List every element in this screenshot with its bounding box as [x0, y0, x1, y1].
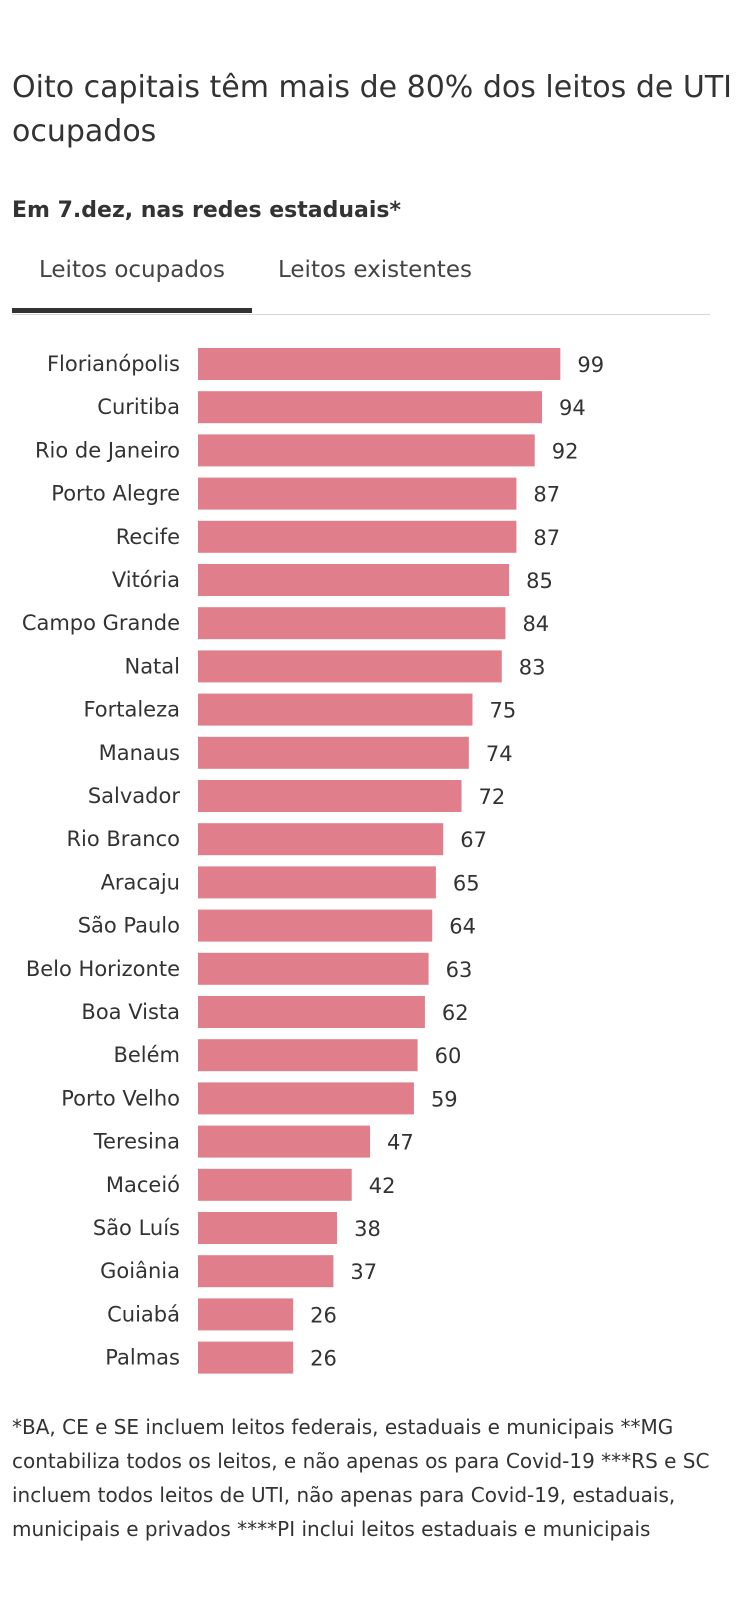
data-label: 37 [350, 1260, 377, 1284]
data-label: 87 [533, 483, 560, 507]
bar [198, 564, 510, 596]
category-label: Rio de Janeiro [35, 438, 180, 462]
bar [198, 1039, 418, 1072]
bar [198, 1212, 338, 1244]
bar [198, 1341, 294, 1374]
category-label: São Luís [93, 1216, 180, 1240]
category-label: Belém [113, 1043, 180, 1067]
data-label: 47 [387, 1131, 414, 1155]
bar [198, 693, 473, 726]
data-label: 92 [552, 439, 579, 463]
category-label: Vitória [112, 568, 180, 592]
bar [198, 1082, 414, 1115]
data-label: 85 [526, 569, 553, 593]
bar [198, 391, 543, 424]
data-label: 38 [354, 1217, 381, 1241]
data-label: 26 [310, 1347, 337, 1371]
bar [198, 1125, 371, 1158]
bar [198, 1168, 352, 1201]
category-label: Rio Branco [66, 827, 180, 851]
category-label: Porto Velho [61, 1086, 180, 1110]
tab-leitos-existentes[interactable]: Leitos existentes [278, 257, 472, 283]
category-label: Fortaleza [83, 698, 180, 722]
data-label: 64 [449, 915, 476, 939]
category-label: Natal [124, 654, 180, 678]
data-label: 75 [490, 699, 517, 723]
bar [198, 909, 433, 942]
data-label: 83 [519, 655, 546, 679]
category-label: Cuiabá [107, 1302, 180, 1326]
bar [198, 866, 436, 899]
bar [198, 823, 444, 856]
data-label: 42 [369, 1174, 396, 1198]
category-label: Boa Vista [81, 1000, 180, 1024]
data-label: 84 [522, 612, 549, 636]
category-label: Palmas [105, 1346, 180, 1370]
data-label: 94 [559, 396, 586, 420]
data-label: 59 [431, 1087, 458, 1111]
bar [198, 952, 429, 985]
bar [198, 736, 469, 769]
category-label: Goiânia [100, 1259, 180, 1283]
tab-leitos-ocupados[interactable]: Leitos ocupados [12, 244, 252, 313]
data-label: 60 [435, 1044, 462, 1068]
chart-subtitle: Em 7.dez, nas redes estaduais* [12, 198, 401, 223]
category-label: Aracaju [101, 870, 180, 894]
data-label: 65 [453, 871, 480, 895]
category-label: São Paulo [78, 914, 180, 938]
bar [198, 650, 502, 683]
category-label: Belo Horizonte [26, 957, 180, 981]
category-label: Maceió [106, 1173, 180, 1197]
data-label: 62 [442, 1001, 469, 1025]
data-label: 67 [460, 828, 487, 852]
data-label: 72 [479, 785, 506, 809]
category-label: Manaus [99, 741, 180, 765]
data-label: 87 [533, 526, 560, 550]
bar [198, 434, 535, 467]
bar [198, 348, 561, 380]
bar-chart: Florianópolis 99 Curitiba 94 Rio de Janeiro 9… [22, 348, 604, 1374]
data-label: 99 [577, 353, 604, 377]
data-label: 74 [486, 742, 513, 766]
category-label: Porto Alegre [51, 482, 180, 506]
bar [198, 1255, 334, 1288]
category-label: Teresina [93, 1130, 180, 1154]
bar [198, 607, 506, 640]
data-label: 63 [446, 958, 473, 982]
bar [198, 520, 517, 553]
bar [198, 780, 462, 812]
category-label: Campo Grande [22, 611, 180, 635]
category-label: Florianópolis [47, 352, 180, 376]
bar [198, 477, 517, 510]
chart-title: Oito capitais têm mais de 80% dos leitos… [12, 70, 732, 149]
bar [198, 1298, 294, 1331]
category-label: Curitiba [97, 395, 180, 419]
tab-bar: Leitos ocupados Leitos existentes [12, 244, 710, 315]
footnote: *BA, CE e SE incluem leitos federais, es… [12, 1415, 710, 1541]
data-label: 26 [310, 1303, 337, 1327]
category-label: Salvador [88, 784, 181, 808]
bar [198, 996, 425, 1028]
category-label: Recife [116, 525, 180, 549]
